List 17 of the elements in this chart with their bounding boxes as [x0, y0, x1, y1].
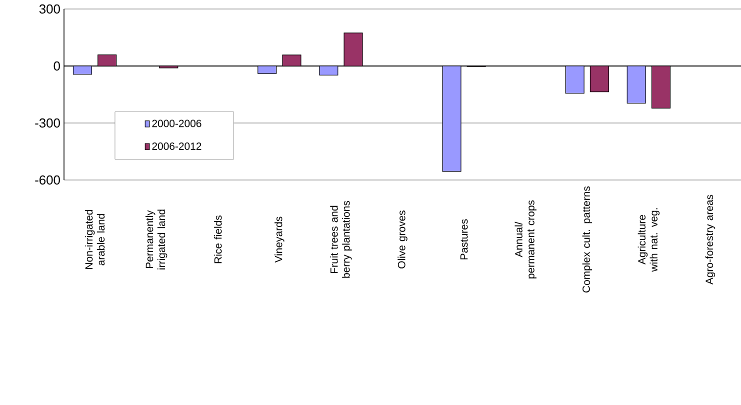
x-tick-label: Vineyards	[274, 216, 284, 263]
x-tick-label: Non-irrigated arable land	[84, 210, 105, 269]
y-tick-label: 0	[54, 61, 60, 71]
x-tick-label: Pastures	[460, 219, 468, 260]
x-tick-label: Olive groves	[398, 210, 408, 268]
x-tick-label: Complex cult. patterns	[582, 186, 592, 292]
x-tick-label: Permanently irrigated land	[145, 210, 168, 270]
y-tick-label: -600	[35, 175, 60, 185]
x-tick-label: Agriculture with nat. veg.	[638, 208, 660, 272]
legend-label: 2000-2006	[152, 120, 202, 128]
y-tick-label: 300	[39, 4, 60, 14]
x-tick-label: Fruit trees and berry plantations	[330, 200, 352, 278]
y-tick-label: -300	[35, 118, 60, 128]
x-tick-label: Rice fields	[214, 216, 222, 264]
x-tick-label: Annual/ permanent crops	[514, 200, 536, 278]
x-tick-label: Agro-forestry areas	[705, 194, 716, 285]
legend-label: 2006-2012	[152, 142, 202, 150]
